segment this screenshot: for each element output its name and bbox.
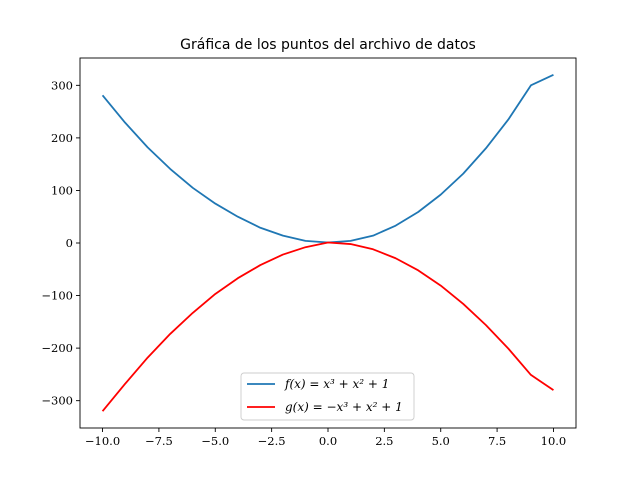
y-tick-label: 300 — [51, 78, 73, 92]
y-tick-label: −200 — [41, 341, 73, 355]
y-tick-label: 200 — [51, 131, 73, 145]
y-tick-label: 0 — [66, 236, 73, 250]
y-tick-label: 100 — [51, 183, 73, 197]
x-tick-label: −5.0 — [201, 434, 229, 448]
axes-layer: −10.0 −7.5 −5.0 −2.5 0.0 2.5 5.0 7.5 10.0 −300 −20… — [41, 78, 566, 448]
series-layer — [101, 74, 554, 412]
series-line-g — [101, 241, 554, 412]
x-tick-label: −7.5 — [145, 434, 173, 448]
legend: f(x) = x³ + x² + 1 g(x) = −x³ + x² + 1 — [240, 372, 415, 421]
chart-title: Gráfica de los puntos del archivo de dat… — [180, 37, 476, 53]
legend-box — [240, 372, 415, 421]
y-tick-label: −100 — [41, 289, 73, 303]
legend-label-g: g(x) = −x³ + x² + 1 — [285, 400, 403, 414]
x-tick-label: 10.0 — [541, 434, 567, 448]
x-tick-label: −2.5 — [258, 434, 286, 448]
x-tick-label: 7.5 — [488, 434, 506, 448]
y-tick-label: −300 — [41, 394, 73, 408]
x-tick-label: 2.5 — [375, 434, 393, 448]
x-tick-label: 5.0 — [432, 434, 450, 448]
x-tick-label: 0.0 — [319, 434, 337, 448]
legend-label-f: f(x) = x³ + x² + 1 — [284, 377, 389, 391]
x-tick-label: −10.0 — [85, 434, 120, 448]
